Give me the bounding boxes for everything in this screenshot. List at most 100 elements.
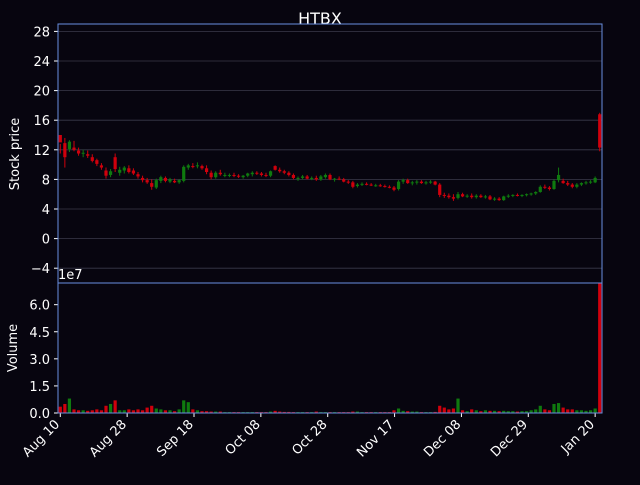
volume-bar xyxy=(95,409,99,413)
candle-body xyxy=(415,181,419,183)
candle-body xyxy=(136,174,140,177)
candle-body xyxy=(579,183,584,185)
candle-body xyxy=(278,169,282,172)
candle-body xyxy=(524,194,529,196)
volume-bar xyxy=(492,410,497,413)
price-tick-label: 28 xyxy=(33,25,50,40)
candle-body xyxy=(273,166,277,170)
volume-bar xyxy=(159,409,163,413)
candle-body xyxy=(223,174,227,176)
price-panel-frame xyxy=(57,23,603,284)
candle-body xyxy=(428,181,433,183)
candle-body xyxy=(337,178,341,180)
price-grid xyxy=(58,30,602,269)
volume-bar xyxy=(438,405,442,413)
candle-body xyxy=(474,195,478,198)
candle-body xyxy=(552,180,556,190)
candle-body xyxy=(250,172,254,175)
candle-body xyxy=(214,172,218,178)
candle-body xyxy=(538,186,542,192)
candle-body xyxy=(255,172,259,174)
candle-body xyxy=(378,185,382,187)
volume-bar xyxy=(218,411,222,413)
volume-bar xyxy=(392,410,396,413)
volume-bar xyxy=(534,409,538,413)
volume-bar xyxy=(511,411,515,413)
candle-body xyxy=(460,194,465,197)
volume-bar xyxy=(502,410,506,413)
candle-body xyxy=(163,177,168,181)
candle-body xyxy=(90,157,94,161)
volume-bar xyxy=(67,398,72,413)
candle-body xyxy=(511,194,515,196)
volume-bar xyxy=(442,407,446,413)
volume-bar xyxy=(81,410,85,413)
candle-body xyxy=(323,174,328,178)
volume-bar xyxy=(287,411,291,413)
candle-body xyxy=(99,165,104,168)
candle-body xyxy=(150,183,154,187)
candle-body xyxy=(195,165,200,167)
candle-body xyxy=(506,195,510,197)
candle-body xyxy=(186,165,190,168)
volume-bar xyxy=(113,400,117,413)
candle-body xyxy=(314,177,318,180)
volume-bar xyxy=(415,411,419,413)
volume-panel-frame xyxy=(57,282,603,414)
volume-bar xyxy=(195,410,200,413)
volume-bar xyxy=(200,411,204,413)
volume-bar xyxy=(543,409,547,413)
volume-bar xyxy=(118,410,122,413)
x-tick-label: Nov 17 xyxy=(354,417,397,460)
price-tick-label: −4 xyxy=(31,262,50,277)
candle-body xyxy=(451,197,456,199)
candle-body xyxy=(204,168,209,172)
candle-body xyxy=(296,177,300,179)
candle-body xyxy=(515,194,520,196)
volume-bar xyxy=(182,400,186,413)
candle-body xyxy=(305,176,309,179)
x-tick-label: Aug 10 xyxy=(20,417,63,460)
volume-bar xyxy=(58,406,62,413)
price-tick-label: 12 xyxy=(33,144,50,159)
volume-bar xyxy=(150,405,154,413)
x-tick-label: Aug 28 xyxy=(87,417,130,460)
volume-bar xyxy=(108,403,113,413)
candle-body xyxy=(556,174,561,181)
candle-body xyxy=(392,187,396,190)
volume-bar xyxy=(520,411,524,413)
candle-body xyxy=(566,183,570,185)
volume-bar xyxy=(140,410,145,413)
volume-bar xyxy=(538,405,542,413)
candle-body xyxy=(131,170,136,174)
volume-bar xyxy=(570,409,574,413)
candle-body xyxy=(355,184,360,187)
volume-bars xyxy=(58,283,602,413)
price-y-ticks: −4 0 4 8 12 16 20 24 28 xyxy=(31,25,58,277)
volume-bar xyxy=(214,411,218,413)
price-tick-label: 16 xyxy=(33,114,50,129)
volume-bar xyxy=(547,410,552,413)
candle-body xyxy=(227,174,232,176)
candle-body xyxy=(410,182,414,184)
price-tick-label: 8 xyxy=(42,173,50,188)
candle-body xyxy=(570,184,574,187)
candle-body xyxy=(369,184,373,186)
candle-body xyxy=(383,186,387,188)
candle-body xyxy=(520,194,524,196)
candle-body xyxy=(593,177,597,183)
candle-body xyxy=(81,152,85,154)
x-tick-label: Jan 20 xyxy=(558,417,598,457)
volume-bar xyxy=(524,411,529,413)
candle-body xyxy=(456,194,460,198)
volume-bar xyxy=(186,402,190,413)
candle-body xyxy=(95,160,99,164)
candle-body xyxy=(387,186,392,188)
volume-bar xyxy=(584,410,588,413)
volume-bar xyxy=(168,410,172,413)
candle-body xyxy=(438,184,442,195)
volume-bar xyxy=(483,410,488,413)
volume-bar xyxy=(154,408,158,413)
volume-y-ticks: 0.0 1.5 3.0 4.5 6.0 xyxy=(29,299,58,422)
